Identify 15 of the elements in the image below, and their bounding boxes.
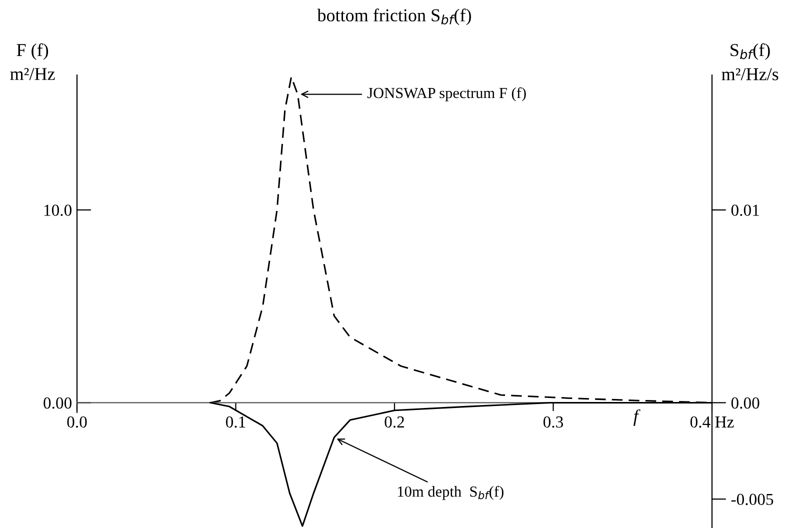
annotation: JONSWAP spectrum F (f) bbox=[367, 87, 526, 102]
x-tick-label: 0.2 bbox=[384, 416, 404, 428]
y2-tick-label: 0.01 bbox=[731, 204, 759, 216]
y2-tick-label: 0.00 bbox=[731, 397, 760, 409]
chart-title: bottom friction S$_{bf}$(f) bbox=[317, 8, 471, 26]
y2-axis-title: S$_{bf}$(f) m²/Hz/s bbox=[722, 43, 778, 80]
x-tick-label: 0.1 bbox=[226, 416, 246, 428]
x-tick-label: 0.4 Hz bbox=[690, 416, 734, 428]
y2-tick-label: -0.005 bbox=[731, 494, 774, 506]
x-tick-label: 0.0 bbox=[67, 416, 87, 428]
x-tick-label: 0.3 bbox=[543, 416, 564, 428]
x-axis-title: f bbox=[633, 409, 640, 426]
y-tick-label: 10.0 bbox=[44, 204, 72, 216]
annotation: 10m depth S$_{bf}$(f) bbox=[398, 486, 504, 500]
y-axis-title: F (f) m²/Hz bbox=[10, 43, 55, 80]
